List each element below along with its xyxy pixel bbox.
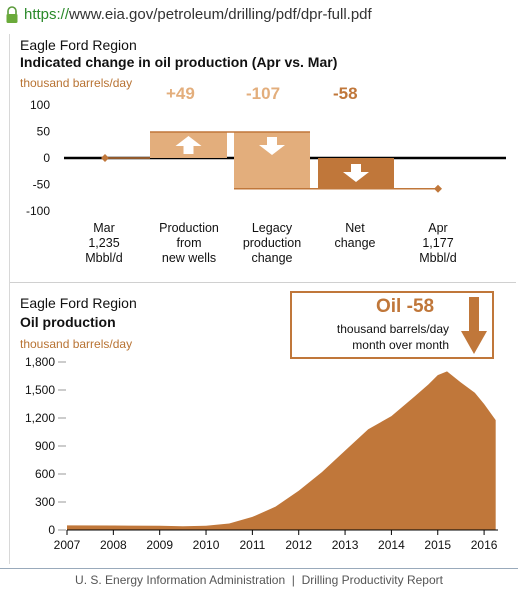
category-legacy-line2: production: [242, 236, 302, 250]
pdf-page: [9, 34, 518, 564]
category-apr-line2: 1,177: [422, 236, 454, 250]
category-new-wells-line3: new wells: [161, 251, 217, 265]
category-legacy: Legacy production change: [231, 221, 313, 266]
down-arrow-icon: [259, 137, 285, 156]
category-mar-line1: Mar: [93, 221, 115, 235]
y-tick-label: 900: [35, 439, 55, 453]
top-region-label: Eagle Ford Region: [20, 37, 137, 53]
down-arrow-icon: [343, 164, 369, 182]
x-tick-label: 2013: [332, 538, 359, 552]
bottom-unit-label: thousand barrels/day: [20, 337, 133, 351]
x-tick-label: 2010: [193, 538, 220, 552]
x-tick-label: 2016: [471, 538, 498, 552]
category-net-line2: change: [334, 236, 376, 250]
lock-icon: [6, 6, 18, 23]
category-new-wells: Production from new wells: [148, 221, 230, 266]
x-tick-label: 2007: [54, 538, 81, 552]
category-net-line1: Net: [345, 221, 365, 235]
category-apr-line3: Mbbl/d: [419, 251, 457, 265]
y-tick-label: 1,500: [25, 383, 55, 397]
x-tick-label: 2015: [424, 538, 451, 552]
footer-text: U. S. Energy Information Administration …: [75, 573, 443, 587]
y-tick-label: 100: [30, 98, 50, 112]
category-legacy-line3: change: [251, 251, 293, 265]
x-tick-label: 2011: [239, 538, 265, 552]
x-tick-label: 2008: [100, 538, 127, 552]
endpoint-marker: [434, 184, 442, 193]
address-bar[interactable]: https://www.eia.gov/petroleum/drilling/p…: [0, 0, 518, 30]
footer-rule: [0, 568, 518, 569]
top-chart-title: Indicated change in oil production (Apr …: [20, 54, 338, 70]
value-label-new-wells: +49: [166, 84, 195, 103]
production-area: [67, 371, 496, 530]
y-tick-label: 300: [35, 495, 55, 509]
category-mar-line2: 1,235: [88, 236, 120, 250]
y-tick-label: 1,800: [25, 355, 55, 369]
category-mar-line3: Mbbl/d: [85, 251, 123, 265]
callout-value: Oil -58: [376, 296, 435, 317]
oil-change-callout: Oil -58 thousand barrels/day month over …: [290, 291, 494, 359]
down-arrow-icon: [461, 297, 487, 354]
category-new-wells-line1: Production: [159, 221, 219, 235]
x-tick-label: 2012: [285, 538, 312, 552]
callout-line2: month over month: [352, 338, 449, 352]
y-tick-label: 600: [35, 467, 55, 481]
y-tick-label: 50: [37, 125, 51, 139]
category-net: Net change: [315, 221, 395, 251]
url-text[interactable]: https://www.eia.gov/petroleum/drilling/p…: [24, 6, 372, 23]
category-apr: Apr 1,177 Mbbl/d: [408, 221, 468, 266]
x-tick-label: 2009: [146, 538, 173, 552]
y-tick-label: 0: [43, 151, 50, 165]
endpoint-marker: [101, 154, 109, 162]
value-label-legacy: -107: [246, 84, 281, 103]
x-tick-label: 2014: [378, 538, 405, 552]
y-tick-label: 1,200: [25, 411, 55, 425]
category-apr-line1: Apr: [428, 221, 448, 235]
bottom-chart-title: Oil production: [20, 314, 116, 330]
category-new-wells-line2: from: [176, 236, 202, 250]
value-label-net: -58: [333, 84, 358, 103]
category-mar: Mar 1,235 Mbbl/d: [74, 221, 134, 266]
url-protocol: https://: [24, 6, 70, 23]
callout-line1: thousand barrels/day: [336, 322, 449, 336]
bottom-region-label: Eagle Ford Region: [20, 295, 137, 311]
waterfall-chart: 100 50 0 -50 -100: [26, 98, 506, 218]
top-unit-label: thousand barrels/day: [20, 76, 133, 90]
up-arrow-icon: [175, 136, 202, 155]
url-path: www.eia.gov/petroleum/drilling/pdf/dpr-f…: [69, 6, 372, 23]
chart-divider: [10, 282, 516, 283]
y-tick-label: -100: [26, 204, 50, 218]
category-legacy-line1: Legacy: [251, 221, 293, 235]
y-tick-label: 0: [48, 523, 55, 537]
y-tick-label: -50: [33, 178, 51, 192]
